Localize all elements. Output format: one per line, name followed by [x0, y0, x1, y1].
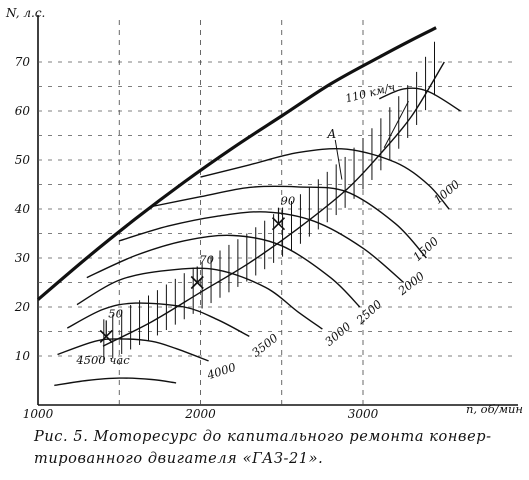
x-tick-label: 3000	[348, 407, 379, 421]
engine-life-curve-label: 4500 час	[75, 353, 130, 367]
engine-life-curve-label: 4000	[204, 360, 237, 383]
power-step-label: 70	[199, 253, 214, 267]
max-power-curve	[36, 26, 437, 301]
y-axis-label: N, л.с.	[5, 6, 45, 20]
y-tick-label: 60	[15, 104, 31, 118]
engine-life-curve	[57, 338, 209, 362]
x-tick-label: 1000	[23, 407, 54, 421]
road-load-curve	[102, 61, 445, 347]
engine-life-curve-label: 1500	[410, 234, 441, 264]
y-tick-label: 30	[15, 251, 31, 265]
x-axis-label: n, об/мин	[466, 402, 523, 416]
grid-lines	[38, 20, 515, 405]
y-tick-label: 10	[15, 349, 31, 363]
power-step-label: 50	[108, 306, 123, 320]
point-a-label: А	[326, 127, 336, 141]
engine-life-curve	[66, 302, 250, 338]
engine-life-curve	[379, 87, 461, 112]
engine-life-curve-label: 2000	[395, 269, 427, 299]
engine-life-curve-label: 2500	[353, 297, 385, 328]
engine-life-curve-label: 1000	[431, 177, 462, 207]
plot-frame	[37, 15, 518, 406]
y-tick-label: 40	[14, 202, 31, 216]
y-tick-label: 50	[15, 153, 31, 167]
tick-labels: 10 20 30 40 50 60 70 1000 2000 3000	[14, 55, 379, 421]
road-load-leader-line	[383, 100, 409, 148]
engine-life-curve-label: 3500	[249, 331, 281, 360]
x-tick-label: 2000	[184, 407, 216, 421]
engine-life-curve	[200, 147, 450, 210]
y-tick-label: 70	[15, 55, 31, 69]
engine-life-curve	[119, 211, 405, 284]
engine-life-curve	[86, 234, 361, 308]
power-step-label: 90	[281, 194, 296, 208]
road-load-curve-label: 110 км/ч	[344, 80, 397, 105]
point-a-leader-line	[334, 139, 343, 180]
y-tick-label: 20	[14, 300, 31, 314]
engine-life-curve	[54, 377, 177, 387]
caption-line-2: тированного двигателя «ГАЗ-21».	[34, 451, 324, 467]
engine-life-curve	[76, 267, 323, 330]
figure-caption: Рис. 5. Моторесурс до капитального ремон…	[34, 426, 524, 470]
engine-life-curve	[151, 185, 427, 259]
caption-line-1: Рис. 5. Моторесурс до капитального ремон…	[34, 429, 492, 445]
engine-life-curve-label: 3000	[322, 319, 353, 349]
